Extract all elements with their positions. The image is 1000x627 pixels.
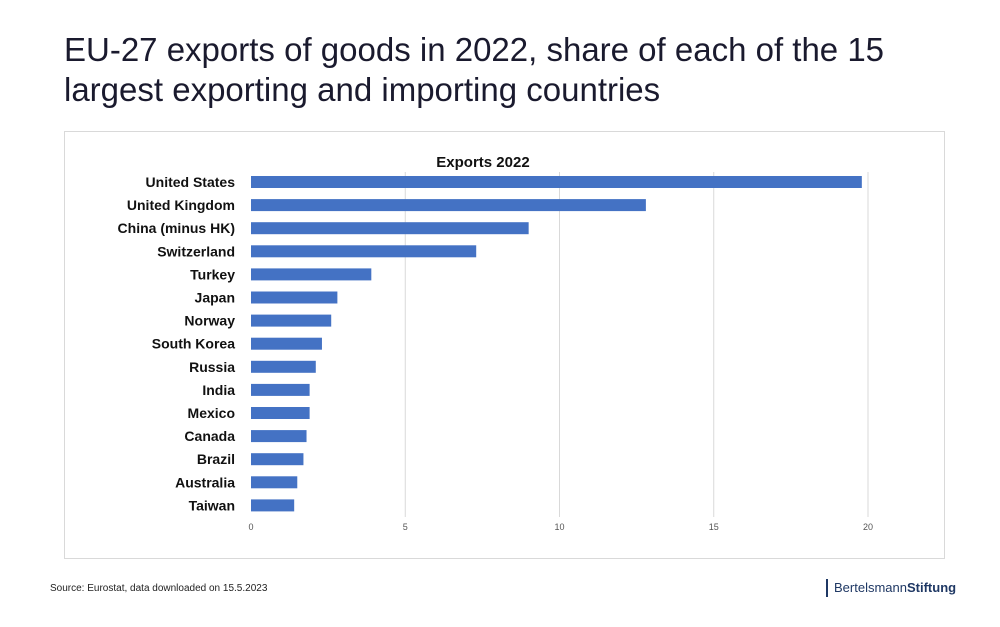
page-title: EU-27 exports of goods in 2022, share of… [64, 31, 885, 108]
category-label: United States [146, 174, 236, 190]
category-label: Australia [175, 474, 235, 490]
bar-japan [251, 291, 338, 304]
category-label: Russia [189, 359, 235, 375]
bar-brazil [251, 453, 304, 466]
category-label: China (minus HK) [118, 220, 235, 236]
x-tick-label: 10 [554, 522, 564, 532]
bar-china-minus-hk [251, 222, 529, 235]
category-label: Switzerland [157, 243, 235, 259]
category-label: Mexico [188, 405, 235, 421]
category-label: Canada [184, 428, 235, 444]
bertelsmann-logo: BertelsmannStiftung [826, 579, 956, 597]
logo-text-stiftung: Stiftung [906, 580, 957, 595]
category-label: Norway [184, 313, 235, 329]
x-tick-label: 5 [403, 522, 408, 532]
x-tick-label: 15 [709, 522, 719, 532]
x-tick-label: 20 [863, 522, 873, 532]
bar-switzerland [251, 245, 477, 258]
bar-australia [251, 476, 298, 489]
x-axis-ticks: 0 5 10 15 20 [248, 522, 873, 532]
category-label: Turkey [190, 266, 235, 282]
bar-united-kingdom [251, 199, 646, 212]
bars [251, 176, 862, 512]
bar-india [251, 383, 310, 396]
chart-panel: Exports 2022 United States United Kingdom… [64, 131, 945, 559]
bar-canada [251, 430, 307, 443]
bar-mexico [251, 407, 310, 419]
category-labels: United States United Kingdom China (minus … [118, 174, 236, 513]
gridlines [404, 172, 869, 517]
bar-chart: Exports 2022 United States United Kingdom… [118, 154, 873, 532]
bar-turkey [251, 268, 372, 281]
source-note: Source: Eurostat, data downloaded on 15.… [50, 583, 268, 594]
bar-norway [251, 314, 332, 327]
category-label: United Kingdom [127, 197, 235, 213]
category-label: India [202, 382, 235, 398]
category-label: Brazil [197, 451, 235, 467]
category-label: Taiwan [189, 497, 235, 513]
logo-text-bertelsmann: Bertelsmann [834, 580, 907, 595]
bar-united-states [251, 176, 862, 188]
x-tick-label: 0 [248, 522, 253, 532]
category-label: Japan [195, 290, 235, 306]
bar-south-korea [251, 337, 322, 350]
chart-title: Exports 2022 [436, 154, 529, 171]
bar-taiwan [251, 499, 295, 512]
category-label: South Korea [152, 336, 235, 352]
bar-russia [251, 360, 316, 373]
